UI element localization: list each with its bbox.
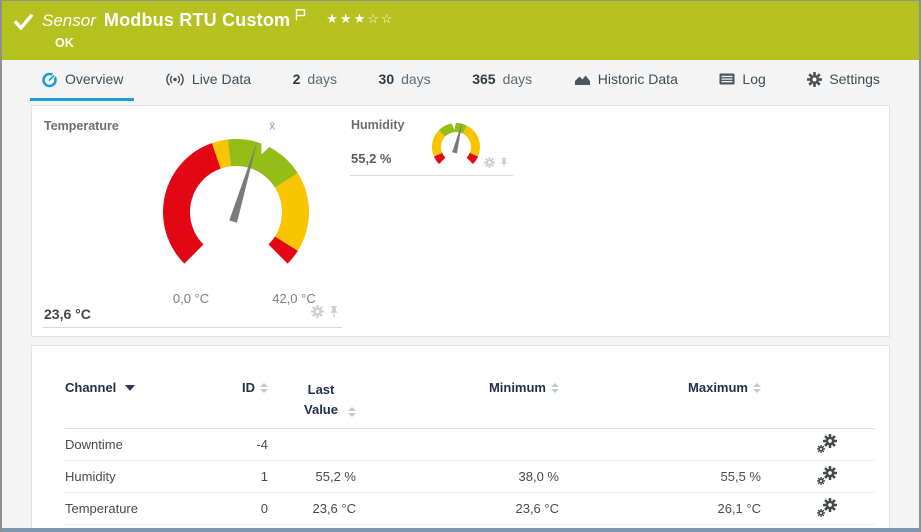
tab-settings[interactable]: Settings: [796, 60, 891, 101]
tab-log[interactable]: Log: [708, 60, 776, 101]
gear-icon: [807, 71, 823, 87]
channel-settings-gears-icon[interactable]: [816, 433, 838, 457]
page-title: Modbus RTU Custom: [103, 10, 291, 30]
overview-content: Temperature x̄ 0,0 °C 42,0 °C 23,6 °C: [2, 101, 919, 532]
tab-historic-data[interactable]: Historic Data: [563, 60, 689, 101]
cell-id: 1: [215, 460, 268, 493]
sort-toggle-icon: [753, 382, 761, 393]
cell-id: -4: [215, 428, 268, 461]
channel-settings-gears-icon[interactable]: [816, 465, 838, 489]
cell-last-value: 55,2 %: [268, 460, 356, 493]
gauge-min-label: 0,0 °C: [172, 291, 210, 306]
gauge-title-temperature: Temperature: [44, 119, 119, 133]
gauge-settings-gear-icon[interactable]: [311, 305, 324, 323]
tab-365-days-number: 365: [472, 71, 496, 87]
column-header-channel[interactable]: Channel: [65, 380, 215, 429]
table-row-temperature[interactable]: Temperature 0 23,6 °C 23,6 °C 26,1 °C: [65, 492, 875, 525]
column-header-channel-label: Channel: [65, 380, 117, 395]
historic-chart-icon: [574, 73, 591, 86]
tab-live-data[interactable]: Live Data: [154, 60, 262, 101]
tab-30-days-number: 30: [378, 71, 395, 87]
column-header-minimum[interactable]: Minimum: [356, 380, 559, 429]
cell-last-value: [268, 428, 356, 461]
humidity-gauge-tile[interactable]: Humidity 55,2 %: [350, 114, 513, 176]
tab-365-days[interactable]: 365 days: [461, 60, 543, 101]
object-kind-label: Sensor: [42, 11, 96, 30]
humidity-gauge: [432, 120, 480, 164]
column-header-id-label: ID: [242, 380, 255, 395]
column-header-minimum-label: Minimum: [488, 380, 546, 395]
tab-30-days-label: days: [401, 71, 431, 87]
live-broadcast-icon: [165, 72, 185, 87]
channels-table: Channel ID Last Value: [65, 380, 875, 525]
svg-text:x̄: x̄: [270, 121, 276, 133]
tab-overview[interactable]: Overview: [30, 60, 135, 101]
column-header-last-value-label: Last Value: [304, 382, 338, 417]
sensor-status-badge: OK: [55, 36, 74, 50]
column-header-id[interactable]: ID: [215, 380, 268, 429]
stars-empty: ☆☆: [367, 11, 395, 26]
temperature-current-value: 23,6 °C: [44, 306, 91, 322]
sensor-header: Sensor Modbus RTU Custom ★★★☆☆ OK: [2, 1, 919, 60]
tab-log-label: Log: [742, 71, 766, 87]
cell-maximum: 55,5 %: [559, 460, 761, 493]
log-list-icon: [719, 73, 735, 85]
window-bottom-edge: [2, 528, 919, 532]
cell-minimum: [356, 428, 559, 461]
sort-toggle-icon: [551, 382, 559, 393]
temperature-gauge: x̄: [163, 121, 309, 264]
gauge-title-humidity: Humidity: [351, 118, 405, 132]
table-header-row: Channel ID Last Value: [65, 380, 875, 429]
stars-filled: ★★★: [326, 11, 368, 26]
cell-channel: Downtime: [65, 428, 215, 461]
channel-settings-gears-icon[interactable]: [816, 497, 838, 521]
cell-id: 0: [215, 492, 268, 525]
gauge-settings-gear-icon[interactable]: [484, 155, 495, 173]
sort-toggle-icon: [260, 382, 268, 393]
cell-maximum: 26,1 °C: [559, 492, 761, 525]
cell-last-value: 23,6 °C: [268, 492, 356, 525]
tab-2-days-number: 2: [292, 71, 301, 87]
priority-stars[interactable]: ★★★☆☆: [326, 11, 394, 27]
gauge-pin-icon[interactable]: [328, 305, 340, 323]
cell-maximum: [559, 428, 761, 461]
table-row-downtime[interactable]: Downtime -4: [65, 428, 875, 461]
table-row-humidity[interactable]: Humidity 1 55,2 % 38,0 % 55,5 %: [65, 460, 875, 493]
gauge-icon: [41, 71, 58, 88]
column-header-last-value[interactable]: Last Value: [268, 380, 356, 429]
column-header-maximum[interactable]: Maximum: [559, 380, 761, 429]
tab-bar: Overview Live Data 2 days 30: [2, 60, 919, 101]
tab-settings-label: Settings: [829, 71, 880, 87]
sort-descending-icon: [125, 384, 136, 391]
cell-minimum: 23,6 °C: [356, 492, 559, 525]
sort-toggle-icon: [348, 407, 356, 417]
flag-icon[interactable]: [295, 8, 306, 26]
tab-2-days-label: days: [307, 71, 337, 87]
tab-historic-data-label: Historic Data: [597, 71, 678, 87]
tab-365-days-label: days: [502, 71, 533, 87]
column-header-maximum-label: Maximum: [688, 380, 748, 395]
tab-overview-label: Overview: [65, 71, 124, 87]
temperature-gauge-tile[interactable]: Temperature x̄ 0,0 °C 42,0 °C 23,6 °C: [43, 115, 342, 328]
cell-channel: Temperature: [65, 492, 215, 525]
tab-30-days[interactable]: 30 days: [368, 60, 442, 101]
humidity-current-value: 55,2 %: [351, 151, 392, 166]
column-header-actions: [761, 380, 875, 429]
tab-2-days[interactable]: 2 days: [282, 60, 348, 101]
channels-table-panel: Channel ID Last Value: [31, 345, 890, 532]
cell-minimum: 38,0 %: [356, 460, 559, 493]
tab-live-data-label: Live Data: [191, 71, 252, 87]
status-ok-check-icon: [13, 13, 34, 60]
gauge-pin-icon[interactable]: [499, 155, 509, 173]
gauges-panel: Temperature x̄ 0,0 °C 42,0 °C 23,6 °C: [31, 105, 890, 337]
cell-channel: Humidity: [65, 460, 215, 493]
gauge-max-label: 42,0 °C: [272, 291, 316, 306]
